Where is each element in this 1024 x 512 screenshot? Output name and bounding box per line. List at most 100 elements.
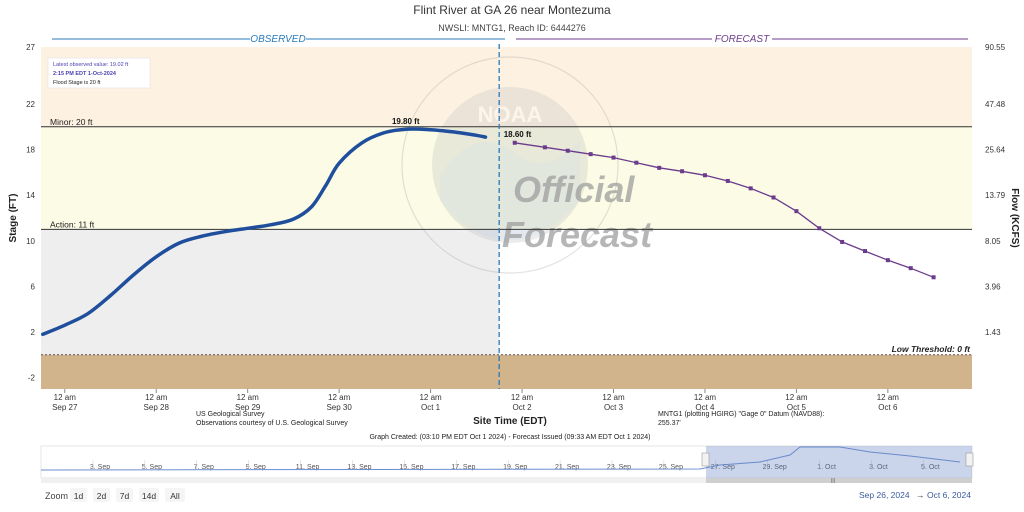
- navigator[interactable]: 3. Sep 5. Sep 7. Sep 9. Sep 11. Sep 13. Sep 15…: [40, 445, 974, 484]
- navigator-date-label: 1. Oct: [817, 464, 836, 471]
- zoom-buttons: 1d 2d 7d 14d All: [70, 488, 185, 502]
- chart-title: Flint River at GA 26 near Montezuma: [413, 3, 611, 17]
- y-tick-label: -2: [28, 374, 36, 383]
- forecast-start-label: 18.60 ft: [504, 130, 532, 139]
- zoom-button-label[interactable]: 7d: [120, 491, 130, 501]
- forecast-point: [542, 145, 547, 150]
- x-tick-label-date: Sep 29: [235, 403, 261, 412]
- y-tick-label: 2: [31, 328, 36, 337]
- forecast-point: [908, 266, 913, 271]
- forecast-series-points: [512, 140, 936, 280]
- threshold-bands: [41, 47, 972, 389]
- noaa-logo: NOAA: [401, 56, 619, 274]
- forecast-point: [702, 173, 707, 178]
- scrollbar-grip-icon[interactable]: |||: [831, 478, 835, 484]
- x-tick-label-date: Oct 1: [421, 403, 441, 412]
- navigator-date-label: 7. Sep: [194, 464, 214, 471]
- navigator-date-label: 3. Oct: [869, 464, 888, 471]
- peak-value-label: 19.80 ft: [392, 117, 420, 126]
- y2-tick-label: 8.05: [985, 237, 1001, 246]
- major-flood-band: [41, 47, 972, 127]
- zoom-button-bg[interactable]: [70, 488, 87, 502]
- navigator-handle-left[interactable]: [701, 452, 710, 467]
- forecast-point: [794, 209, 799, 214]
- navigator-date-label: 11. Sep: [296, 464, 320, 471]
- forecast-point: [680, 169, 685, 174]
- zoom-button-2d[interactable]: 2d: [93, 488, 110, 502]
- forecast-point: [725, 178, 730, 183]
- navigator-handle-right[interactable]: [965, 452, 974, 467]
- zoom-button-label[interactable]: 14d: [142, 491, 156, 501]
- range-to[interactable]: Oct 6, 2024: [927, 490, 971, 500]
- forecast-point: [885, 258, 890, 263]
- x-tick-label-date: Sep 28: [144, 403, 170, 412]
- navigator-date-label: 23. Sep: [607, 464, 631, 471]
- y-tick-label: 14: [26, 191, 35, 200]
- info-flood-stage: Flood Stage is 20 ft: [53, 80, 101, 86]
- navigator-selection[interactable]: [706, 446, 972, 478]
- forecast-point: [512, 140, 517, 145]
- y-tick-label: 6: [31, 282, 36, 291]
- y-tick-label: 10: [26, 237, 35, 246]
- zoom-button-bg[interactable]: [93, 488, 110, 502]
- chart-subtitle: NWSLI: MNTG1, Reach ID: 6444276: [438, 23, 586, 33]
- x-tick-label-time: 12 am: [602, 393, 625, 402]
- zoom-button-14d[interactable]: 14d: [139, 488, 159, 502]
- watermark-official: Official: [513, 169, 635, 210]
- zoom-button-All[interactable]: All: [165, 488, 185, 502]
- x-tick-label-date: Oct 3: [604, 403, 624, 412]
- noaa-logo-text: NOAA: [478, 102, 543, 127]
- x-tick-label-time: 12 am: [145, 393, 168, 402]
- left-axis-ticks: -2 2 6 10 14 18 22 27: [26, 43, 35, 383]
- usgs-credit-line2: Observations courtesy of U.S. Geological…: [196, 420, 348, 427]
- zoom-button-7d[interactable]: 7d: [116, 488, 133, 502]
- zoom-button-label[interactable]: 2d: [97, 491, 107, 501]
- navigator-date-label: 25. Sep: [659, 464, 683, 471]
- x-tick-label-time: 12 am: [54, 393, 77, 402]
- forecast-point: [817, 226, 822, 231]
- forecast-point: [634, 160, 639, 165]
- y2-tick-label: 47.48: [985, 100, 1006, 109]
- x-tick-label-date: Sep 27: [52, 403, 78, 412]
- datum-line1: MNTG1 (plotting HGIRG) "Gage 0" Datum (N…: [658, 411, 824, 418]
- x-tick-label-time: 12 am: [785, 393, 808, 402]
- forecast-point: [588, 152, 593, 157]
- zoom-button-bg[interactable]: [116, 488, 133, 502]
- action-label: Action: 11 ft: [50, 219, 95, 229]
- zoom-button-1d[interactable]: 1d: [70, 488, 87, 502]
- info-latest-value: Latest observed value: 19.02 ft: [53, 62, 129, 68]
- y2-tick-label: 3.96: [985, 282, 1001, 291]
- zoom-button-label[interactable]: 1d: [74, 491, 84, 501]
- forecast-point: [771, 195, 776, 200]
- navigator-date-label: 15. Sep: [399, 464, 423, 471]
- y2-tick-label: 13.79: [985, 191, 1006, 200]
- zoom-button-bg[interactable]: [139, 488, 159, 502]
- low-threshold-band: [41, 354, 972, 389]
- x-tick-label-time: 12 am: [419, 393, 442, 402]
- x-axis-title: Site Time (EDT): [473, 416, 547, 427]
- info-box: Latest observed value: 19.02 ft 2:15 PM …: [47, 57, 151, 89]
- x-tick-label-date: Sep 30: [326, 403, 352, 412]
- minor-flood-band: [41, 126, 972, 230]
- navigator-scrollbar-thumb[interactable]: [706, 478, 972, 483]
- forecast-point: [657, 165, 662, 170]
- watermark-forecast: Forecast: [502, 214, 654, 255]
- navigator-date-label: 9. Sep: [246, 464, 266, 471]
- forecast-point: [748, 186, 753, 191]
- y-axis-title: Stage (FT): [8, 194, 19, 243]
- observed-series-line: [41, 127, 488, 337]
- right-axis-ticks: 90.55 47.48 25.64 13.79 8.05 3.96 1.43: [985, 43, 1006, 337]
- zoom-button-label[interactable]: All: [170, 491, 180, 501]
- range-from[interactable]: Sep 26, 2024: [859, 490, 910, 500]
- y2-tick-label: 1.43: [985, 328, 1001, 337]
- datum-line2: 255.37': [658, 420, 681, 427]
- navigator-date-label: 13. Sep: [347, 464, 371, 471]
- navigator-scrollbar[interactable]: [41, 478, 972, 483]
- zoom-label: Zoom: [45, 491, 68, 501]
- zoom-button-bg[interactable]: [165, 488, 185, 502]
- forecast-label: FORECAST: [715, 34, 770, 45]
- navigator-date-label: 5. Sep: [142, 464, 162, 471]
- low-threshold-label: Low Threshold: 0 ft: [892, 344, 972, 354]
